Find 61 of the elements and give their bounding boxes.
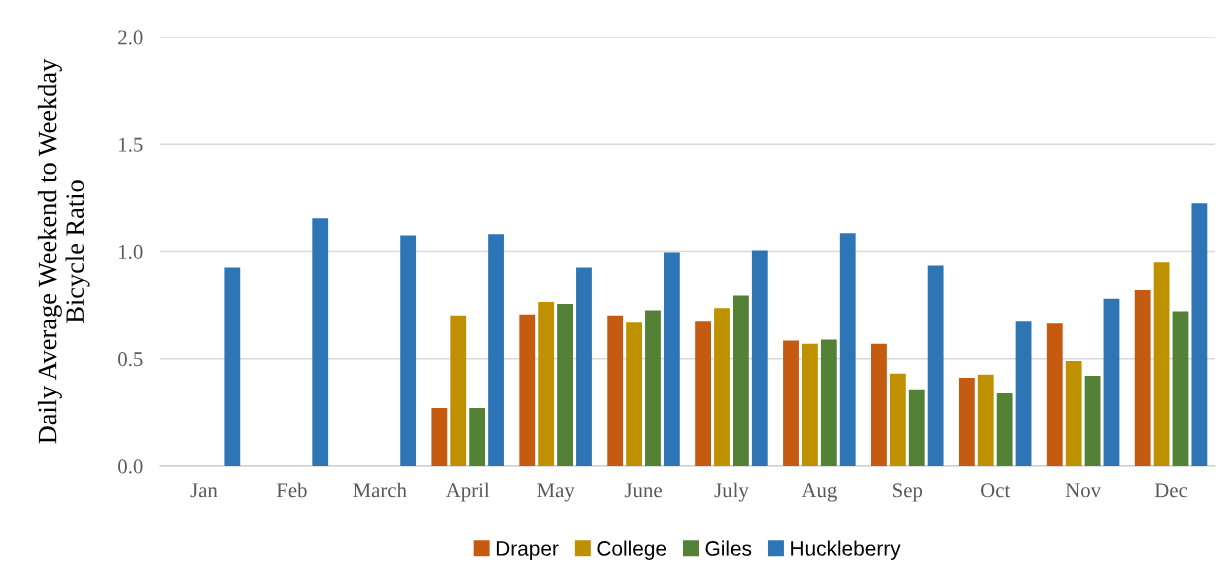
x-tick-label: May: [537, 483, 575, 502]
bar: [695, 321, 712, 466]
bar: [714, 308, 730, 466]
bar: [1065, 360, 1082, 466]
bar: [645, 310, 661, 466]
x-tick-label: April: [445, 482, 490, 502]
x-tick-label: Sep: [893, 483, 923, 502]
bar: [663, 252, 680, 466]
x-tick-label: Dec: [1154, 483, 1188, 498]
bar: [733, 295, 749, 466]
bar: [996, 393, 1013, 466]
bar: [538, 301, 555, 466]
bar: [1084, 375, 1101, 466]
bar: [488, 234, 504, 466]
y-tick-label: 0.0: [118, 459, 143, 474]
y-tick-label: 0.5: [118, 352, 143, 367]
bar: [519, 314, 536, 466]
bar: [224, 267, 241, 466]
bar: [400, 235, 417, 466]
bar: [1172, 311, 1189, 466]
bar: [576, 267, 592, 466]
bar: [889, 373, 906, 466]
bar: [1191, 203, 1208, 466]
bar: [1134, 290, 1151, 466]
bar: [927, 265, 944, 466]
legend-label: Giles: [705, 540, 752, 556]
y-tick-label: 2.0: [118, 30, 143, 45]
x-tick-label: Oct: [981, 483, 1011, 498]
y-tick-label: 1.5: [119, 137, 143, 152]
bar: [1103, 298, 1120, 466]
bar: [431, 408, 448, 466]
bar: [1046, 323, 1063, 466]
y-axis-title: Daily Average Weekend to Weekday Bicycle Ratio: [37, 58, 90, 444]
bar: [557, 304, 573, 466]
y-tick-label: 1.0: [119, 244, 143, 260]
bar: [802, 343, 818, 466]
bar: [908, 389, 925, 466]
bar: [820, 339, 837, 466]
bar: [1015, 321, 1032, 466]
bar: [751, 250, 768, 466]
bar: [469, 408, 486, 466]
bar: [783, 340, 799, 466]
bar: [871, 343, 887, 466]
bar: [977, 374, 994, 466]
x-tick-label: Aug: [801, 483, 837, 502]
legend-label: College: [597, 540, 667, 560]
x-tick-label: June: [624, 483, 662, 498]
bar: [1153, 262, 1170, 466]
bar: [312, 218, 329, 466]
bar: [450, 315, 467, 466]
x-tick-label: March: [353, 482, 407, 498]
bar: [958, 378, 975, 466]
x-tick-label: Nov: [1065, 483, 1102, 498]
bar: [626, 322, 642, 466]
bar: [607, 315, 624, 466]
legend-label: Huckleberry: [791, 540, 901, 560]
x-tick-label: Feb: [276, 482, 307, 498]
legend-label: Draper: [496, 541, 559, 560]
x-tick-label: July: [714, 482, 749, 502]
x-tick-label: Jan: [190, 483, 218, 498]
bar: [839, 233, 856, 466]
